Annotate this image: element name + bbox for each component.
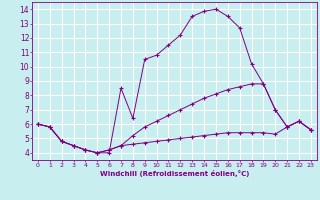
X-axis label: Windchill (Refroidissement éolien,°C): Windchill (Refroidissement éolien,°C) xyxy=(100,170,249,177)
